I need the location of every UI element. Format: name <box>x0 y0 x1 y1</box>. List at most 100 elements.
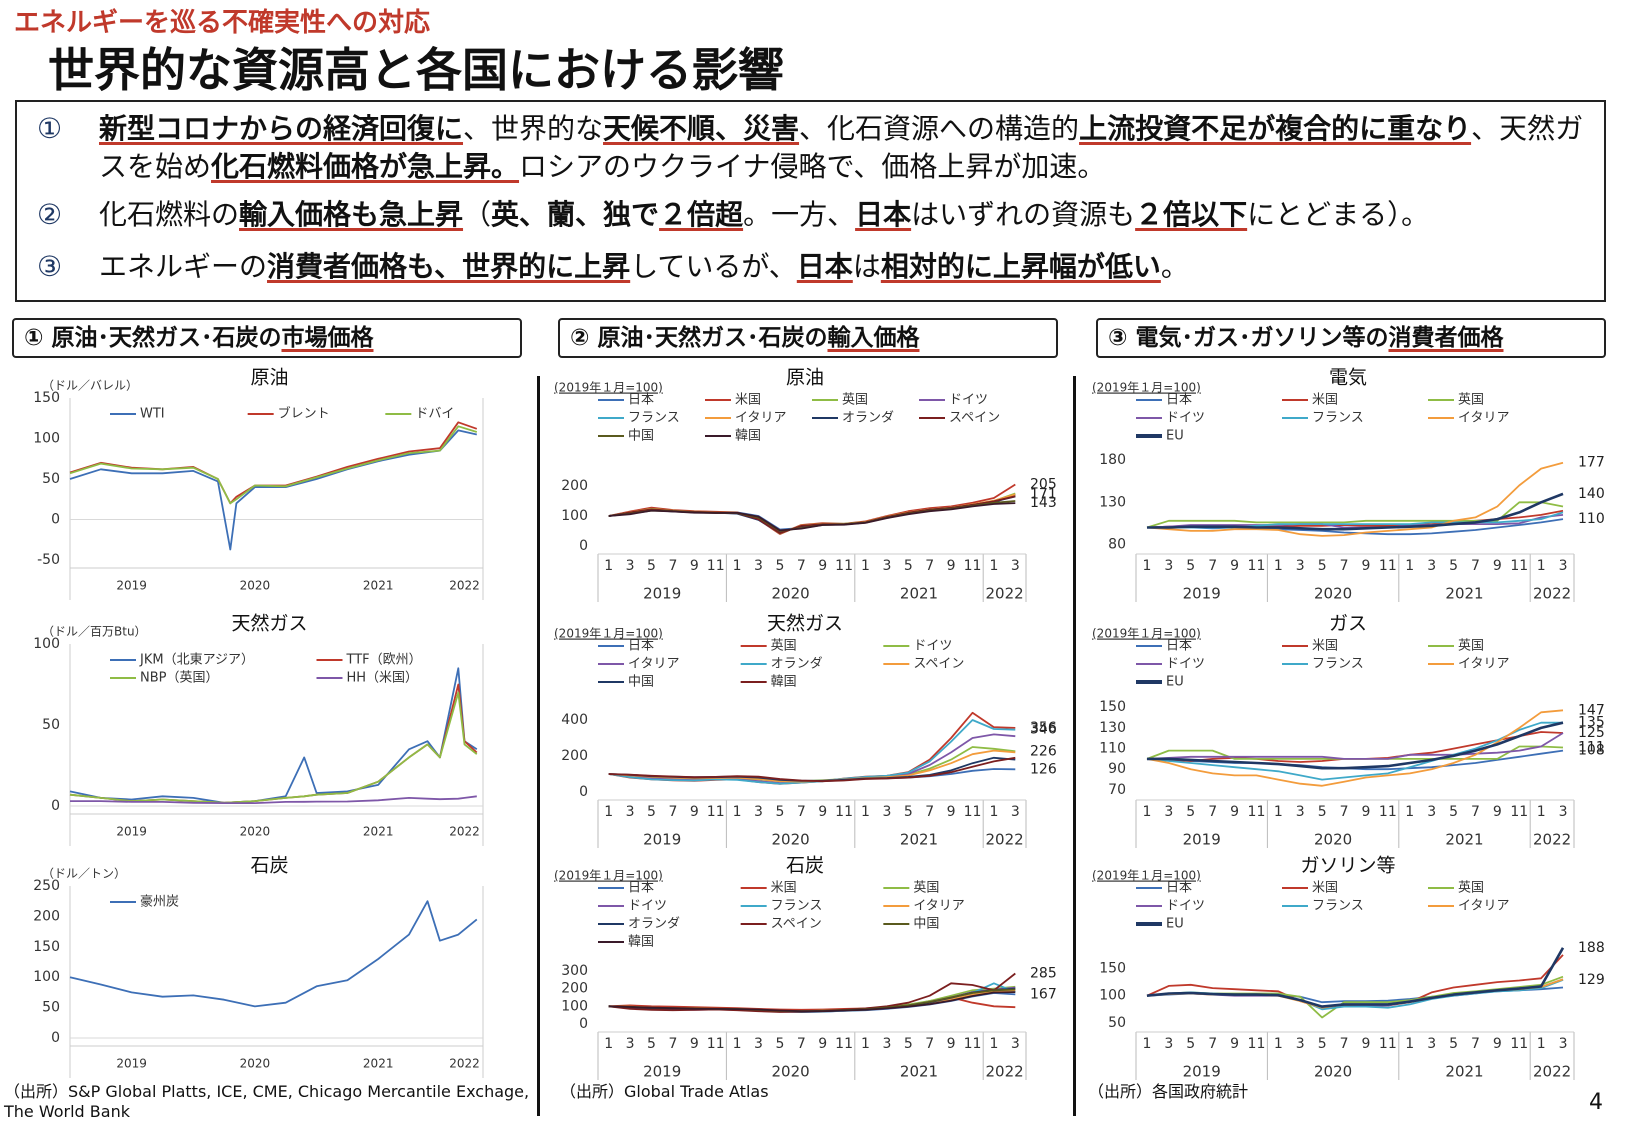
end-label: 226 <box>1030 743 1057 759</box>
y-tick-label: 80 <box>1108 536 1126 552</box>
x-tick-label: 1 <box>1405 804 1414 820</box>
x-tick-label: 5 <box>1186 1036 1195 1052</box>
x-group-label: 2019 <box>643 1063 681 1081</box>
y-tick-label: 100 <box>33 969 60 985</box>
text-run: は <box>852 250 881 283</box>
x-tick-label: 5 <box>904 1036 913 1052</box>
legend-label: 米国 <box>735 393 761 408</box>
x-group-label: 2020 <box>772 1063 810 1081</box>
x-tick-label: 11 <box>1248 1036 1266 1052</box>
source-note: （出所）S&P Global Platts, ICE, CME, Chicago… <box>4 1082 530 1121</box>
kicker: エネルギーを巡る不確実性への対応 <box>14 8 431 38</box>
legend-label: ドイツ <box>949 393 988 408</box>
x-tick-label: 5 <box>1449 804 1458 820</box>
chart-title: 原油 <box>786 367 824 389</box>
legend-label: ドイツ <box>1166 899 1205 914</box>
x-tick-label: 1 <box>989 558 998 574</box>
x-tick-label: 1 <box>1274 1036 1283 1052</box>
source-note: （出所）Global Trade Atlas <box>560 1082 769 1101</box>
chart-title: 石炭 <box>250 855 288 877</box>
x-tick-label: 3 <box>1427 1036 1436 1052</box>
x-tick-label: 11 <box>1379 1036 1397 1052</box>
end-label: 126 <box>1030 761 1057 777</box>
index-note: (2019年１月=100) <box>554 869 663 883</box>
text-run: ２倍以下 <box>1135 198 1248 231</box>
panel-divider <box>1073 376 1076 1116</box>
x-tick-label: 1 <box>1142 1036 1151 1052</box>
series-line <box>69 683 478 804</box>
legend-label: 英国 <box>913 881 939 896</box>
x-tick-label: 5 <box>1318 1036 1327 1052</box>
series-line <box>69 691 478 804</box>
x-tick-label: 2019 <box>116 579 147 593</box>
x-tick-label: 1 <box>1537 558 1546 574</box>
text-run: 、化石資源への構造的 <box>799 112 1080 145</box>
series-line <box>69 421 478 505</box>
legend-label: オランダ <box>628 917 680 932</box>
y-tick-label: 50 <box>42 1000 60 1016</box>
legend-label: イタリア <box>1458 657 1509 672</box>
x-tick-label: 9 <box>818 558 827 574</box>
x-tick-label: 3 <box>882 804 891 820</box>
x-tick-label: 2020 <box>240 579 271 593</box>
x-group-label: 2022 <box>986 1063 1024 1081</box>
legend-label: 中国 <box>913 917 939 932</box>
legend-label: TTF（欧州） <box>346 653 422 668</box>
x-tick-label: 3 <box>1011 1036 1020 1052</box>
text-run: ２倍超 <box>659 198 744 231</box>
legend-label: 日本 <box>1166 639 1192 654</box>
x-tick-label: 5 <box>775 558 784 574</box>
legend-label: 日本 <box>628 881 654 896</box>
text-run: 新型コロナからの経済回復に <box>99 112 464 145</box>
legend-label: イタリア <box>735 411 786 426</box>
summary-point: ① 新型コロナからの経済回復に、世界的な天候不順、災害、化石資源への構造的上流投資… <box>37 110 1590 186</box>
legend-label: イタリア <box>1458 411 1509 426</box>
x-tick-label: 3 <box>882 558 891 574</box>
x-tick-label: 11 <box>1510 1036 1528 1052</box>
x-group-label: 2021 <box>900 831 938 849</box>
legend-label: ドイツ <box>628 899 667 914</box>
y-tick-label: 100 <box>33 431 60 447</box>
legend-label: 英国 <box>1458 881 1484 896</box>
y-tick-label: 0 <box>51 512 60 528</box>
x-tick-label: 3 <box>1164 804 1173 820</box>
x-tick-label: 3 <box>1164 1036 1173 1052</box>
series-line <box>1146 461 1564 537</box>
legend-label: フランス <box>1312 411 1364 426</box>
x-tick-label: 5 <box>1449 558 1458 574</box>
x-tick-label: 9 <box>690 1036 699 1052</box>
text-run: ② 原油･天然ガス･石炭の <box>570 325 828 351</box>
end-label: 177 <box>1578 455 1605 471</box>
legend-label: ドイツ <box>913 639 952 654</box>
index-note: (2019年１月=100) <box>554 381 663 395</box>
x-tick-label: 5 <box>904 558 913 574</box>
legend-label: WTI <box>140 407 165 422</box>
x-tick-label: 11 <box>1510 804 1528 820</box>
series-line <box>608 756 1016 783</box>
series-line <box>1146 721 1563 781</box>
series-line <box>69 429 477 551</box>
legend-label: 日本 <box>628 639 654 654</box>
y-tick-label: 300 <box>561 963 588 979</box>
legend-label: 日本 <box>1166 393 1192 408</box>
end-label: 167 <box>1030 986 1057 1002</box>
text-run: 日本 <box>796 250 853 283</box>
x-tick-label: 9 <box>1493 804 1502 820</box>
end-label: 111 <box>1578 740 1605 756</box>
x-group-label: 2022 <box>1533 831 1571 849</box>
chart: 天然ガス （ドル／百万Btu） 0 50 100 2019 2020 2021 2022 JKM（… <box>33 613 484 846</box>
x-tick-label: 5 <box>647 804 656 820</box>
y-tick-label: 100 <box>1099 988 1126 1004</box>
x-tick-label: 5 <box>647 1036 656 1052</box>
x-group-label: 2020 <box>772 585 810 603</box>
x-group-label: 2019 <box>643 831 681 849</box>
legend-label: 韓国 <box>628 935 654 950</box>
x-tick-label: 7 <box>668 804 677 820</box>
x-tick-label: 3 <box>754 558 763 574</box>
summary-box: ① 新型コロナからの経済回復に、世界的な天候不順、災害、化石資源への構造的上流投資… <box>15 100 1606 302</box>
legend-label: 米国 <box>771 881 797 896</box>
x-group-label: 2021 <box>1445 585 1483 603</box>
series-line <box>69 425 478 505</box>
legend-label: 英国 <box>771 639 797 654</box>
